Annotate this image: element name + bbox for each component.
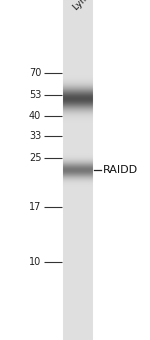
- Text: 10: 10: [29, 257, 41, 267]
- Text: 40: 40: [29, 110, 41, 121]
- Text: RAIDD: RAIDD: [103, 165, 138, 175]
- Bar: [63, 7, 93, 333]
- Text: 17: 17: [29, 202, 41, 212]
- Text: Lymph node: Lymph node: [72, 0, 117, 12]
- Text: 53: 53: [29, 90, 41, 100]
- Text: 33: 33: [29, 131, 41, 141]
- Text: 25: 25: [29, 153, 41, 163]
- Text: 70: 70: [29, 68, 41, 78]
